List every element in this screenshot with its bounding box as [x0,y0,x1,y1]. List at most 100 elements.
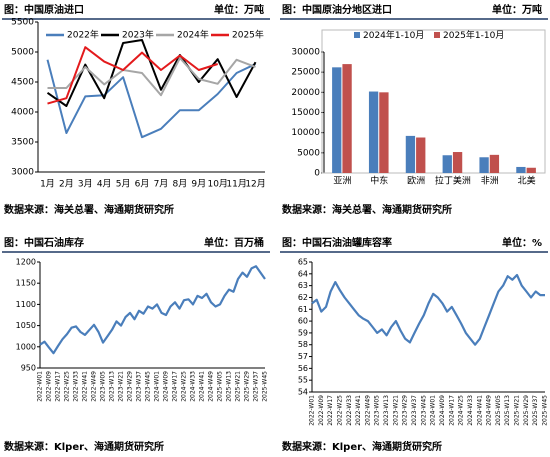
x-tick-label: 2022-W01 [309,395,316,426]
legend-label: 2025年 [232,29,264,41]
bar [442,155,452,173]
x-tick-label: 2024-W17 [448,395,455,426]
y-tick-label: 65 [298,258,308,267]
y-tick-label: 61 [298,305,308,314]
x-tick-label: 2023-W05 [374,395,381,426]
x-tick-label: 亚洲 [333,176,351,187]
y-tick-label: 4000 [11,108,34,118]
x-tick-label: 2024-W09 [163,371,170,402]
series-line [311,273,545,346]
legend-swatch [434,32,440,38]
bar [479,157,489,173]
x-tick-label: 2022-W41 [355,395,362,426]
x-tick-label: 2022-W17 [55,371,62,402]
x-tick-label: 2025-W29 [523,395,530,426]
x-tick-label: 5月 [116,179,131,190]
series-line [46,59,256,139]
x-tick-label: 2025-W05 [495,395,502,426]
x-tick-label: 2025-W37 [532,395,539,426]
x-tick-label: 欧洲 [407,175,425,187]
x-tick-label: 11月 [226,179,246,190]
x-tick-label: 2月 [59,179,74,190]
chart-title: 图：中国原油分地区进口 [282,3,392,16]
bar [368,91,379,173]
y-tick-label: 62 [298,293,308,302]
series-line [47,57,256,97]
x-tick-label: 2023-W05 [100,371,107,402]
y-tick-label: 20000 [291,88,320,98]
source-note: 数据来源：海关总署、海通期货研究所 [4,203,174,216]
x-tick-label: 北美 [518,175,536,187]
x-tick-label: 2024-W01 [430,395,437,426]
x-tick-label: 拉丁美洲 [435,175,471,187]
x-tick-label: 2025-W05 [217,371,224,402]
legend-label: 2025年1-10月 [443,29,504,41]
y-tick-label: 4500 [11,78,34,88]
x-tick-label: 2023-W37 [411,395,418,426]
x-tick-label: 2025-W45 [262,371,269,402]
source-note: 数据来源：海关总署、海通期货研究所 [282,203,452,216]
chart-title: 图：中国石油油罐库容率 [282,236,392,249]
x-tick-label: 2024-W33 [467,395,474,426]
x-tick-label: 6月 [135,179,150,190]
y-tick-label: 55 [298,376,308,385]
x-tick-label: 2023-W29 [402,395,409,426]
x-tick-label: 2023-W45 [145,371,152,402]
x-tick-label: 2025-W45 [542,395,549,426]
y-tick-label: 54 [298,388,308,397]
legend-swatch [354,32,360,38]
series-line [47,46,219,105]
y-tick-label: 57 [298,352,308,361]
x-tick-label: 2023-W13 [383,395,390,426]
legend-label: 2023年 [122,29,154,41]
y-tick-label: 1200 [16,258,36,267]
y-tick-label: 5000 [11,48,34,58]
x-tick-label: 2023-W13 [109,371,116,402]
x-tick-label: 2022-W33 [346,395,353,426]
x-tick-label: 2025-W37 [253,371,260,402]
unit-label: 单位：百万桶 [204,236,264,249]
x-tick-label: 2023-W29 [127,371,134,402]
x-tick-label: 2024-W09 [439,395,446,426]
bar [526,167,536,173]
y-tick-label: 25000 [291,68,320,78]
x-tick-label: 中东 [370,175,388,187]
y-tick-label: 10000 [291,128,320,138]
x-tick-label: 2025-W21 [235,371,242,402]
x-tick-label: 2024-W33 [190,371,197,402]
x-tick-label: 2022-W49 [91,371,98,402]
x-tick-label: 2022-W41 [82,371,89,402]
bar [416,137,426,173]
bar [489,154,500,173]
x-tick-label: 2022-W17 [327,395,334,426]
bar [379,92,389,173]
unit-label: 单位：% [502,236,542,249]
y-tick-label: 1150 [16,279,36,288]
y-tick-label: 5500 [11,18,34,28]
x-tick-label: 3月 [78,179,93,190]
source-note: 数据来源：Klper、海通期货研究所 [282,440,442,453]
bar [332,67,342,173]
legend-label: 2024年 [177,29,209,41]
y-tick-label: 59 [298,328,308,337]
x-tick-label: 9月 [191,179,206,190]
y-tick-label: 15000 [291,108,320,118]
bar [516,166,526,173]
x-tick-label: 2025-W13 [504,395,511,426]
x-tick-label: 2022-W49 [364,395,371,426]
x-tick-label: 12月 [245,179,265,190]
unit-label: 单位：万吨 [214,3,264,16]
y-tick-label: 63 [298,281,308,290]
x-tick-label: 2024-W49 [208,371,215,402]
x-tick-label: 7月 [154,179,169,190]
x-tick-label: 8月 [173,179,188,190]
y-tick-label: 64 [298,269,308,278]
legend-label: 2024年1-10月 [363,29,424,41]
y-tick-label: 1100 [16,300,36,309]
y-tick-label: 58 [298,340,308,349]
x-tick-label: 2023-W45 [420,395,427,426]
y-tick-label: 0 [314,169,320,179]
x-tick-label: 2025-W21 [514,395,521,426]
x-tick-label: 2025-W29 [244,371,251,402]
